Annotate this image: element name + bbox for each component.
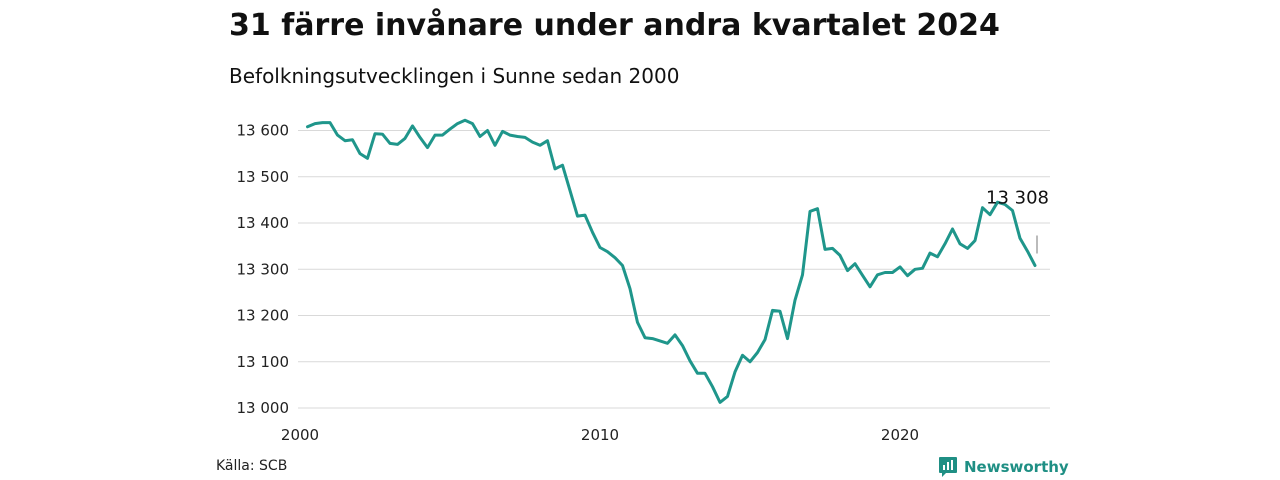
gridlines: [298, 130, 1050, 409]
chart-subtitle: Befolkningsutvecklingen i Sunne sedan 20…: [229, 64, 680, 88]
y-axis: 13 000 13 100 13 200 13 300 13 400 13 500 13 6…: [237, 122, 290, 418]
y-tick-label: 13 300: [237, 260, 290, 278]
y-tick-label: 13 400: [237, 214, 290, 232]
y-tick-label: 13 100: [237, 353, 290, 371]
newsworthy-logo-icon: [939, 457, 957, 477]
chart-title: 31 färre invånare under andra kvartalet …: [229, 8, 1000, 43]
end-label-group: 13 308: [986, 188, 1049, 254]
series-line: [306, 118, 1037, 404]
x-tick-label: 2000: [281, 426, 319, 444]
series-group: [306, 118, 1037, 404]
x-axis: 2000 2010 2020: [281, 426, 919, 444]
y-tick-label: 13 500: [237, 168, 290, 186]
y-tick-label: 13 000: [237, 399, 290, 417]
y-tick-label: 13 200: [237, 307, 290, 325]
brand-logo: Newsworthy: [938, 456, 1069, 478]
source-note: Källa: SCB: [216, 458, 288, 474]
y-tick-label: 13 600: [237, 122, 290, 140]
brand-name: Newsworthy: [964, 458, 1069, 476]
end-value-label: 13 308: [986, 188, 1049, 209]
x-tick-label: 2010: [581, 426, 619, 444]
x-tick-label: 2020: [881, 426, 919, 444]
